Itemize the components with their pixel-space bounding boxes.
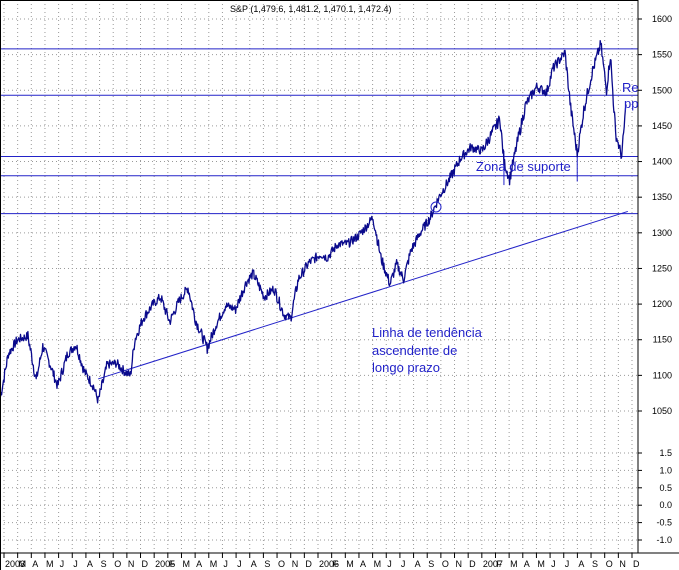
x-tick-label: A xyxy=(360,559,366,569)
x-tick-label: M xyxy=(46,559,54,569)
y-tick-label: 1450 xyxy=(652,121,672,131)
x-tick-label: M xyxy=(210,559,218,569)
x-tick-label: O xyxy=(442,559,449,569)
y-tick-label: 1350 xyxy=(652,192,672,202)
x-tick-label: D xyxy=(142,559,149,569)
cut-label-1: Re xyxy=(622,80,639,95)
y-tick-label: 1150 xyxy=(653,335,672,345)
x-tick-label: M xyxy=(346,559,354,569)
x-tick-label: N xyxy=(619,559,626,569)
y-tick-label: 1500 xyxy=(652,85,672,95)
breakout-marker xyxy=(430,201,442,213)
y-tick-label: 1550 xyxy=(652,50,672,60)
x-tick-label: J xyxy=(401,559,406,569)
x-tick-label: N xyxy=(292,559,299,569)
price-series xyxy=(0,39,627,404)
x-tick-label: M xyxy=(537,559,545,569)
y-tick-label-lower: 0.5 xyxy=(659,483,672,493)
x-tick-label: S xyxy=(428,559,434,569)
y-tick-label-lower: -0.5 xyxy=(656,518,672,528)
x-tick-label: J xyxy=(73,559,78,569)
x-tick-label: F xyxy=(333,559,339,569)
y-tick-label-lower: 1.5 xyxy=(659,448,672,458)
x-tick-label: S xyxy=(592,559,598,569)
x-tick-label: D xyxy=(633,559,640,569)
y-tick-label: 1250 xyxy=(652,263,672,273)
x-tick-label: J xyxy=(60,559,65,569)
x-tick-label: O xyxy=(606,559,613,569)
x-tick-label: A xyxy=(87,559,93,569)
x-tick-label: J xyxy=(223,559,228,569)
x-tick-label: 2005 xyxy=(155,559,175,569)
x-tick-label: D xyxy=(469,559,476,569)
x-tick-label: J xyxy=(237,559,242,569)
y-tick-label-lower: 0.0 xyxy=(659,500,672,510)
grid-layer xyxy=(0,0,638,553)
x-tick-label: J xyxy=(565,559,570,569)
y-tick-label-lower: 1.0 xyxy=(659,465,672,475)
trend-line-label-1: Linha de tendência xyxy=(372,325,483,340)
support-zone-label: Zona de suporte xyxy=(476,159,571,174)
x-tick-label: A xyxy=(251,559,257,569)
x-tick-label: S xyxy=(101,559,107,569)
x-tick-label: M xyxy=(182,559,190,569)
price-line xyxy=(0,39,627,404)
x-tick-label: 2003 xyxy=(5,559,25,569)
x-tick-label: 2006 xyxy=(319,559,339,569)
cut-label-2: pp xyxy=(624,96,638,111)
x-tick-label: S xyxy=(264,559,270,569)
x-tick-label: N xyxy=(128,559,135,569)
x-tick-label: M xyxy=(510,559,518,569)
x-tick-label: O xyxy=(114,559,121,569)
x-tick-label: M xyxy=(374,559,382,569)
x-tick-label: F xyxy=(496,559,502,569)
x-tick-label: A xyxy=(415,559,421,569)
x-tick-label: 2007 xyxy=(483,559,503,569)
x-tick-label: A xyxy=(32,559,38,569)
x-tick-label: O xyxy=(278,559,285,569)
trend-line-label-2: ascendente de xyxy=(372,343,457,358)
x-tick-label: A xyxy=(524,559,530,569)
chart-title: S&P (1,479.6, 1,481.2, 1,470.1, 1,472.4) xyxy=(230,4,391,14)
x-tick-label: M xyxy=(19,559,27,569)
y-tick-label: 1050 xyxy=(652,406,672,416)
y-tick-label: 1200 xyxy=(652,299,672,309)
x-tick-label: J xyxy=(387,559,392,569)
y-axis-ticks: 1600 1550 1500 1450 1400 1350 1300 1250 1200 1150… xyxy=(638,14,672,545)
y-tick-label: 1300 xyxy=(652,228,672,238)
x-tick-label: N xyxy=(456,559,463,569)
x-tick-label: D xyxy=(305,559,312,569)
x-tick-label: J xyxy=(551,559,556,569)
trend-line-label-3: longo prazo xyxy=(372,360,440,375)
x-tick-label: A xyxy=(196,559,202,569)
x-tick-label: F xyxy=(169,559,175,569)
y-tick-label: 1100 xyxy=(653,370,672,380)
y-tick-label: 1400 xyxy=(652,157,672,167)
y-tick-label-lower: -1.0 xyxy=(656,535,672,545)
trend-line xyxy=(98,210,628,380)
x-tick-label: A xyxy=(578,559,584,569)
y-tick-label: 1600 xyxy=(652,14,672,24)
